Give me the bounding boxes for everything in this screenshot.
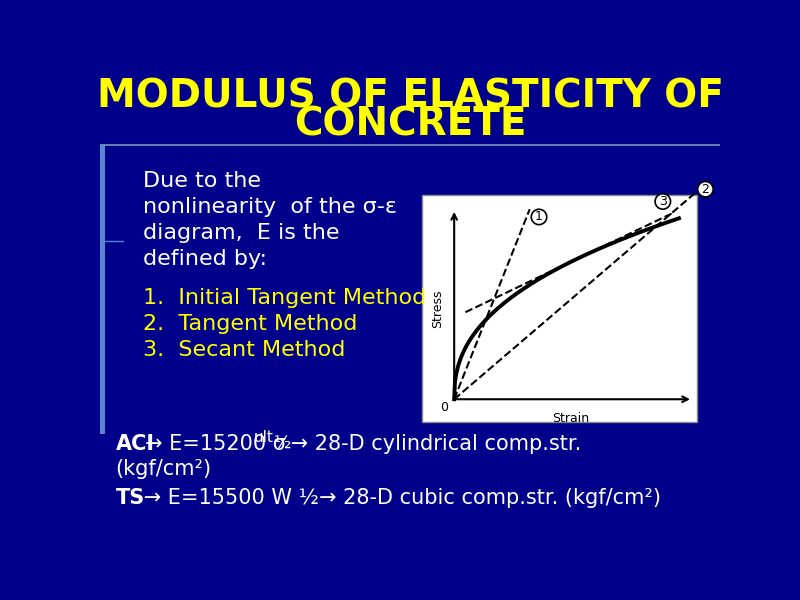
Text: 1.  Initial Tangent Method: 1. Initial Tangent Method [142, 287, 426, 308]
Circle shape [655, 194, 670, 209]
Text: TS: TS [115, 488, 145, 508]
Text: CONCRETE: CONCRETE [294, 106, 526, 143]
Text: Due to the: Due to the [142, 170, 261, 191]
Text: ult: ult [254, 430, 274, 445]
Text: ½: ½ [274, 434, 291, 452]
Text: Stress: Stress [430, 290, 444, 328]
Text: → 28-D cylindrical comp.str.: → 28-D cylindrical comp.str. [285, 434, 582, 454]
Text: nonlinearity  of the σ-ε: nonlinearity of the σ-ε [142, 197, 397, 217]
Bar [100, 145, 105, 434]
Text: → E=15200 σ: → E=15200 σ [145, 434, 286, 454]
Text: defined by:: defined by: [142, 249, 266, 269]
Bar [422, 195, 697, 422]
Text: 2: 2 [702, 182, 710, 196]
Text: 1: 1 [535, 211, 543, 223]
Text: 3.  Secant Method: 3. Secant Method [142, 340, 345, 360]
Text: → E=15500 W ½→ 28-D cubic comp.str. (kgf/cm²): → E=15500 W ½→ 28-D cubic comp.str. (kgf… [138, 488, 662, 508]
Text: 2.  Tangent Method: 2. Tangent Method [142, 314, 357, 334]
Text: MODULUS OF ELASTICITY OF: MODULUS OF ELASTICITY OF [97, 77, 723, 116]
Text: diagram,  E is the: diagram, E is the [142, 223, 339, 243]
Text: ACI: ACI [115, 434, 154, 454]
Circle shape [531, 209, 546, 224]
Text: (kgf/cm²): (kgf/cm²) [115, 458, 212, 479]
Text: 0: 0 [440, 401, 448, 414]
Text: 3: 3 [659, 195, 666, 208]
Circle shape [698, 181, 713, 197]
Text: Strain: Strain [552, 412, 589, 425]
